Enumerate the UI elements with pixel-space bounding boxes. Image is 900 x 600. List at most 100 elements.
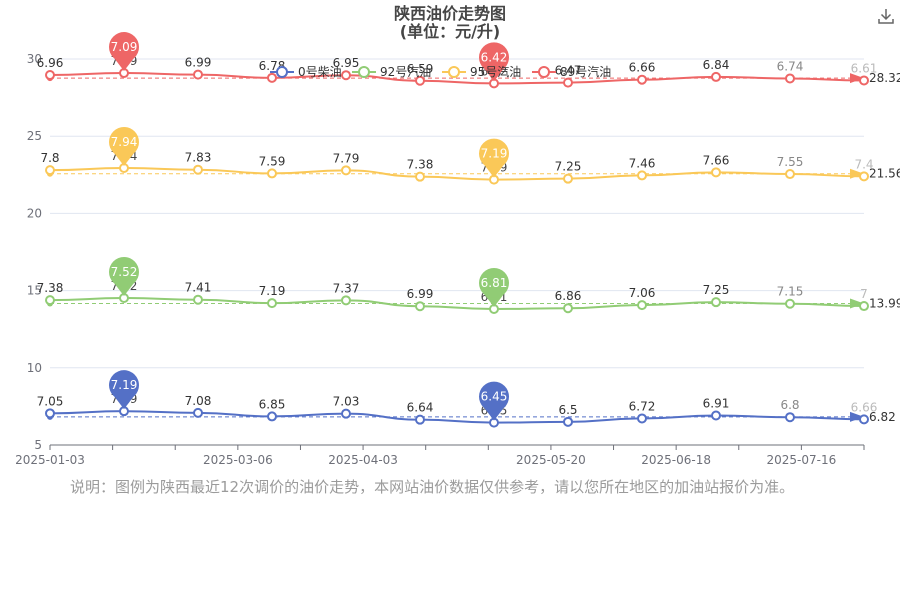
data-label: 6.72 <box>629 399 656 413</box>
data-point <box>711 167 721 178</box>
data-point <box>563 77 573 88</box>
data-label: 7.41 <box>185 281 212 295</box>
average-label: 28.32 <box>869 71 900 85</box>
max-pin: 7.52 <box>109 257 139 297</box>
data-label: 7.06 <box>629 286 656 300</box>
legend-marker <box>538 66 550 78</box>
y-tick-label: 15 <box>27 284 42 298</box>
data-label: 6.8 <box>780 398 799 412</box>
pin-label: 6.45 <box>481 390 508 404</box>
data-label: 6.95 <box>333 56 360 70</box>
data-point <box>637 74 647 85</box>
x-tick-label: 2025-06-18 <box>641 453 711 467</box>
data-point <box>563 416 573 427</box>
max-pin: 7.09 <box>109 32 139 72</box>
pin-label: 7.52 <box>111 265 138 279</box>
data-label: 7.08 <box>185 394 212 408</box>
pin-head <box>109 32 139 63</box>
pin-label: 7.19 <box>111 378 138 392</box>
pin-label: 7.19 <box>481 147 508 161</box>
legend-label: 92号汽油 <box>380 64 431 79</box>
data-label: 6.85 <box>259 397 286 411</box>
data-label: 6.59 <box>407 62 434 76</box>
min-pin: 6.81 <box>479 267 509 307</box>
data-point <box>859 301 869 312</box>
legend-marker <box>276 66 288 78</box>
data-point <box>267 411 277 422</box>
legend-item: 0号柴油 <box>270 65 342 79</box>
data-label: 6.61 <box>851 61 878 75</box>
data-point <box>193 294 203 305</box>
min-pin: 6.42 <box>479 42 509 82</box>
legend-item: 89号汽油 <box>532 64 611 79</box>
data-label: 7.15 <box>777 285 804 299</box>
pin-head <box>109 257 139 288</box>
data-point <box>563 303 573 314</box>
max-pin: 7.19 <box>109 370 139 410</box>
data-label: 7.38 <box>37 281 64 295</box>
pin-label: 7.09 <box>111 40 138 54</box>
average-arrow <box>850 411 864 422</box>
series-line <box>49 410 865 424</box>
data-point <box>45 70 55 81</box>
legend-item: 92号汽油 <box>352 64 431 79</box>
data-label: 7.25 <box>555 160 582 174</box>
data-label: 6.99 <box>185 56 212 70</box>
average-arrow <box>850 73 864 84</box>
data-label: 6.91 <box>703 397 730 411</box>
data-label: 6.5 <box>558 403 577 417</box>
data-point <box>711 297 721 308</box>
legend-marker <box>448 66 460 78</box>
pin-head <box>109 127 139 158</box>
y-tick-label: 25 <box>27 129 42 143</box>
data-point <box>341 408 351 419</box>
download-icon[interactable] <box>876 6 896 26</box>
y-tick-label: 5 <box>34 438 42 452</box>
data-point <box>785 169 795 180</box>
pin-label: 7.94 <box>111 135 138 149</box>
data-point <box>415 171 425 182</box>
data-point <box>193 407 203 418</box>
min-pin: 7.19 <box>479 138 509 178</box>
legend-marker <box>358 66 370 78</box>
average-label: 21.56 <box>869 167 900 181</box>
data-label: 6.66 <box>629 61 656 75</box>
data-point <box>267 72 277 83</box>
pin-head <box>479 267 509 298</box>
chart-title: 陕西油价走势图 <box>393 4 506 23</box>
data-label: 7.8 <box>40 151 59 165</box>
legend: 0号柴油 92号汽油 95号汽油 89号汽油 <box>270 64 611 79</box>
data-label: 6.74 <box>777 59 804 73</box>
data-point <box>415 301 425 312</box>
data-point <box>637 170 647 181</box>
data-label: 7.66 <box>703 153 730 167</box>
data-point <box>415 75 425 86</box>
data-point <box>711 410 721 421</box>
x-tick-label: 2025-03-06 <box>203 453 273 467</box>
legend-item: 95号汽油 <box>442 64 521 79</box>
data-label: 6.84 <box>703 58 730 72</box>
data-label: 7.38 <box>407 158 434 172</box>
x-tick-label: 2025-01-03 <box>15 453 85 467</box>
chart-note: 说明：图例为陕西最近12次调价的油价走势，本网站油价数据仅供参考，请以您所在地区… <box>70 478 795 496</box>
x-tick-label: 2025-04-03 <box>328 453 398 467</box>
average-arrow <box>850 298 864 309</box>
data-point <box>637 413 647 424</box>
data-point <box>267 168 277 179</box>
data-label: 7.59 <box>259 154 286 168</box>
data-label: 7.25 <box>703 283 730 297</box>
data-point <box>415 414 425 425</box>
x-tick-label: 2025-05-20 <box>516 453 586 467</box>
data-point <box>267 298 277 309</box>
data-label: 7.79 <box>333 151 360 165</box>
data-label: 6.47 <box>555 64 582 78</box>
data-label: 7.03 <box>333 395 360 409</box>
data-point <box>341 295 351 306</box>
x-tick-label: 2025-07-16 <box>767 453 837 467</box>
data-label: 7.55 <box>777 155 804 169</box>
data-point <box>859 171 869 182</box>
data-label: 6.96 <box>37 56 64 70</box>
pin-label: 6.42 <box>481 50 508 64</box>
data-point <box>563 173 573 184</box>
